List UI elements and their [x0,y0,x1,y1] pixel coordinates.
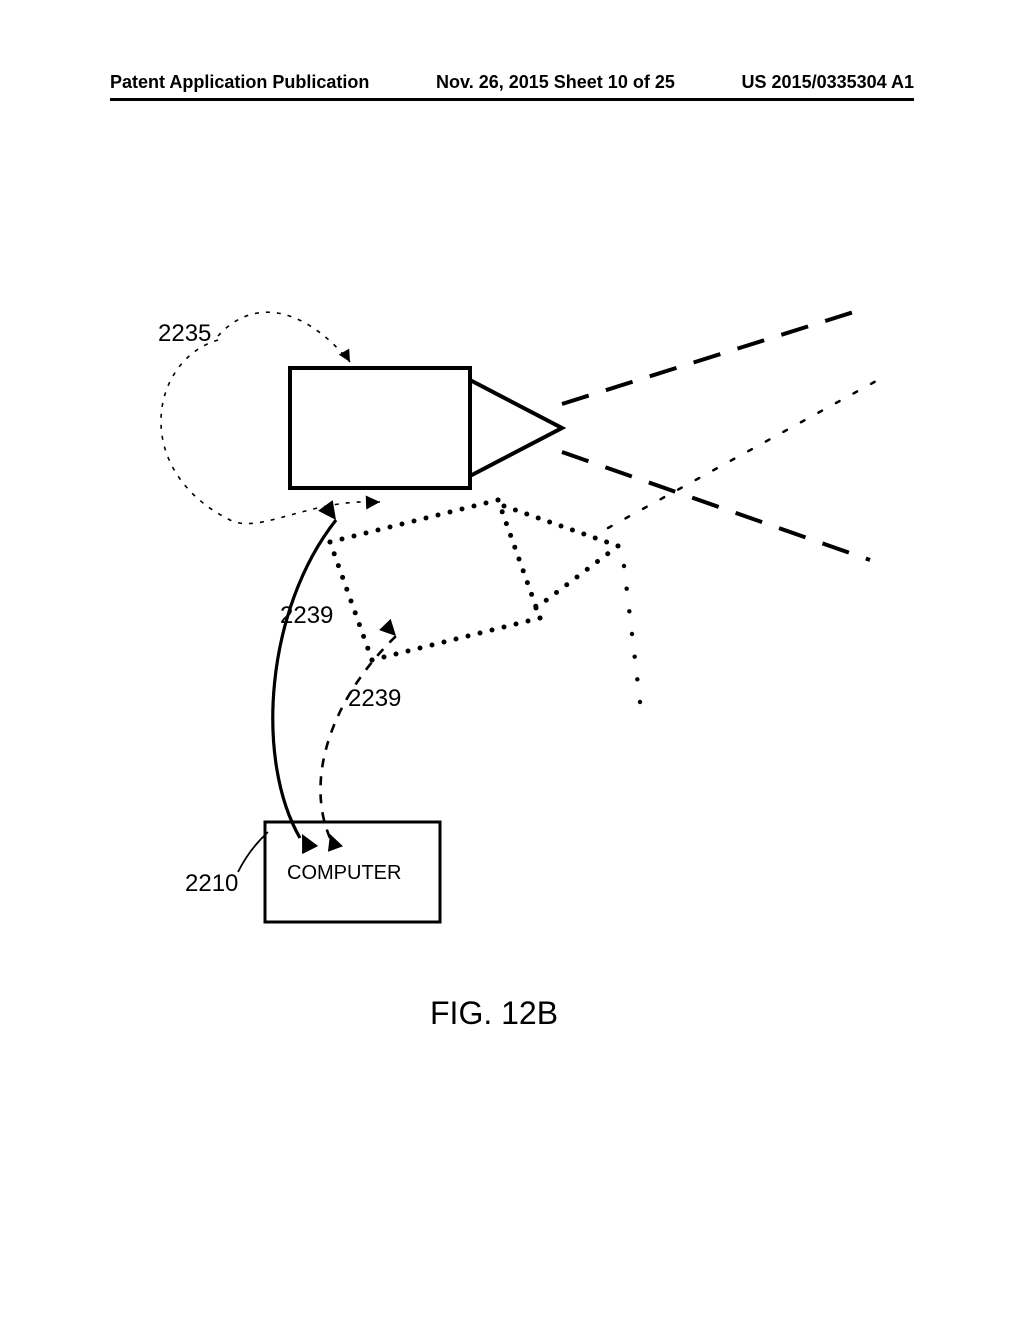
connector-2239-dashed [320,636,396,838]
diagram-svg [0,0,1024,1320]
ref-label-2210: 2210 [185,870,238,898]
connector-2239-solid [273,520,336,838]
camera-1 [290,310,870,560]
ref-label-2239a: 2239 [280,602,333,630]
computer-label: COMPUTER [287,862,401,885]
figure-label: FIG. 12B [430,995,558,1032]
ref-label-2239b: 2239 [348,685,401,713]
ref-label-2235: 2235 [158,320,211,348]
